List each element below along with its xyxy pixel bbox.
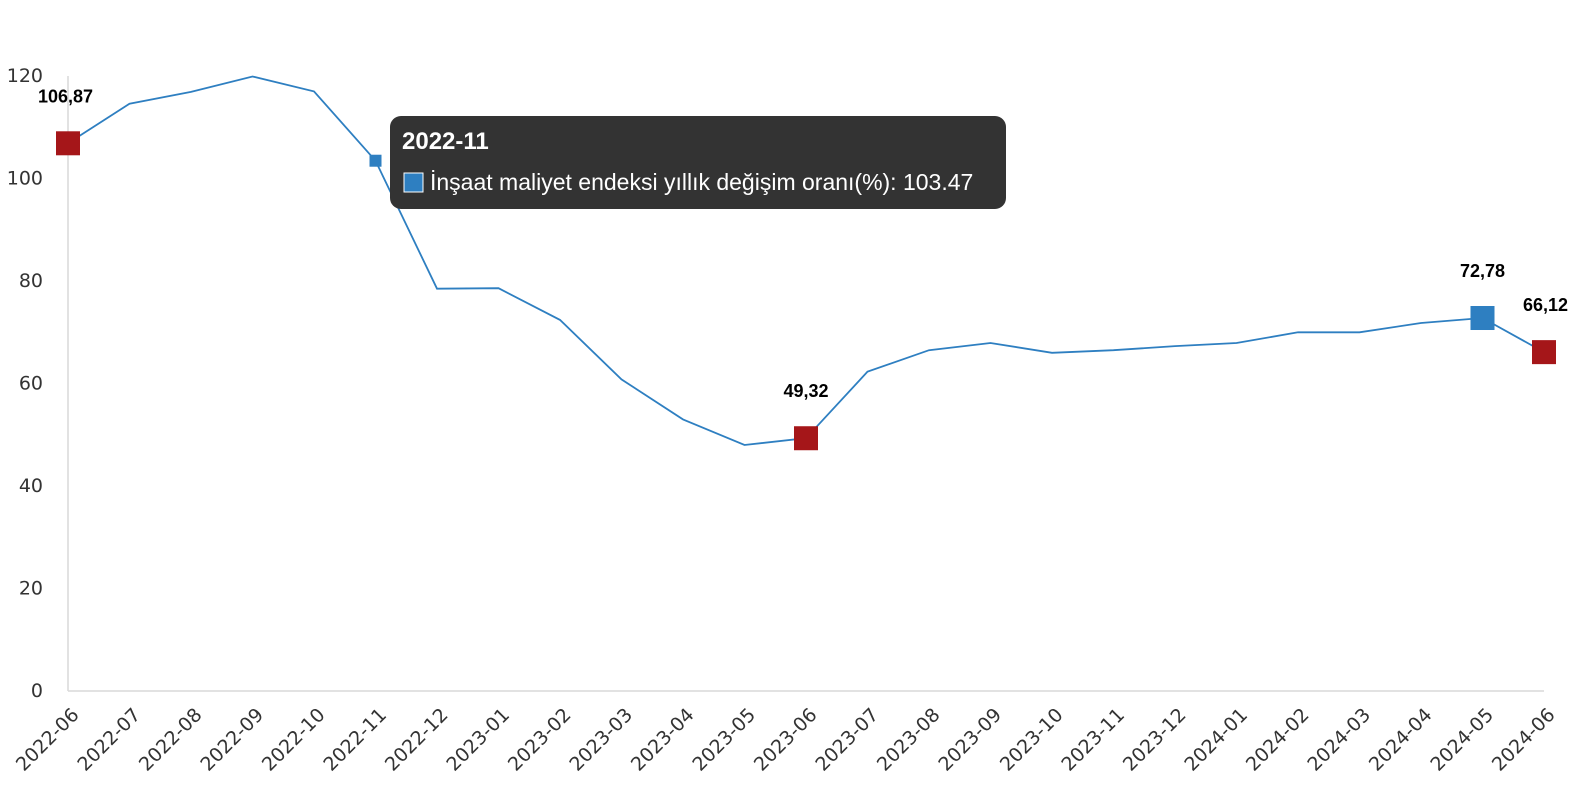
tooltip-text: İnşaat maliyet endeksi yıllık değişim or… <box>430 169 973 195</box>
y-tick-label: 100 <box>7 168 43 190</box>
x-tick-label: 2023-09 <box>934 704 1006 776</box>
highlight-markers <box>56 131 1556 451</box>
x-tick-label: 2022-06 <box>12 704 84 776</box>
x-tick-label: 2023-04 <box>627 704 699 776</box>
x-tick-label: 2024-04 <box>1365 704 1437 776</box>
data-label: 66,12 <box>1523 295 1568 315</box>
x-tick-label: 2023-12 <box>1119 704 1191 776</box>
data-label: 72,78 <box>1460 261 1505 281</box>
highlight-marker[interactable] <box>56 131 80 156</box>
x-tick-label: 2022-07 <box>73 704 145 776</box>
x-tick-label: 2022-08 <box>135 704 207 776</box>
highlight-marker[interactable] <box>1532 340 1556 365</box>
x-tick-label: 2024-01 <box>1180 704 1252 776</box>
data-label: 106,87 <box>38 86 93 106</box>
tooltip-title: 2022-11 <box>402 128 489 155</box>
highlight-marker[interactable] <box>794 426 818 451</box>
x-tick-label: 2023-08 <box>873 704 945 776</box>
x-tick-label: 2024-05 <box>1426 704 1498 776</box>
x-tick-label: 2022-09 <box>196 704 268 776</box>
x-tick-label: 2022-12 <box>381 704 453 776</box>
highlight-marker[interactable] <box>1470 306 1495 331</box>
tooltip: 2022-11 İnşaat maliyet endeksi yıllık de… <box>390 116 1006 209</box>
y-axis-ticks: 0 20 40 60 80 100 120 <box>7 65 43 702</box>
x-tick-label: 2023-11 <box>1057 704 1129 776</box>
x-tick-label: 2023-10 <box>996 704 1068 776</box>
hovered-point[interactable] <box>369 154 382 167</box>
y-tick-label: 120 <box>7 65 43 87</box>
x-tick-label: 2023-01 <box>442 704 514 776</box>
x-tick-label: 2024-06 <box>1488 704 1560 776</box>
x-tick-label: 2023-05 <box>688 704 760 776</box>
x-tick-label: 2022-11 <box>319 704 391 776</box>
tooltip-box <box>390 116 1006 209</box>
y-tick-label: 20 <box>19 578 43 600</box>
x-tick-label: 2024-03 <box>1303 704 1375 776</box>
x-tick-label: 2022-10 <box>258 704 330 776</box>
tooltip-series-swatch <box>403 172 424 193</box>
y-tick-label: 40 <box>19 475 43 497</box>
y-tick-label: 0 <box>31 680 43 702</box>
data-labels: 106,87 49,32 72,78 66,12 <box>38 86 1568 401</box>
y-tick-label: 80 <box>19 270 43 292</box>
x-tick-label: 2023-07 <box>811 704 883 776</box>
x-tick-label: 2023-02 <box>504 704 576 776</box>
x-axis-ticks: 2022-062022-072022-082022-092022-102022-… <box>12 704 1560 776</box>
x-tick-label: 2023-06 <box>750 704 822 776</box>
x-tick-label: 2023-03 <box>565 704 637 776</box>
data-label: 49,32 <box>783 381 828 401</box>
y-tick-label: 60 <box>19 373 43 395</box>
x-tick-label: 2024-02 <box>1242 704 1314 776</box>
